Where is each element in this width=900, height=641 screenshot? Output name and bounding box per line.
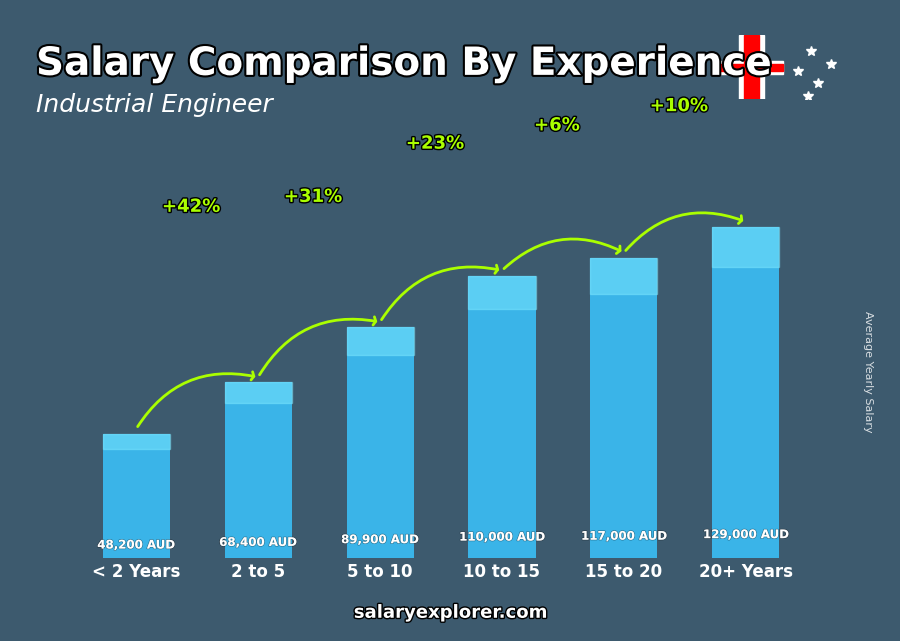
Text: Average Yearly Salary: Average Yearly Salary xyxy=(863,311,873,433)
Bar xyxy=(346,327,414,558)
Bar xyxy=(346,327,414,355)
Bar xyxy=(739,35,764,99)
Bar xyxy=(720,64,783,71)
Bar xyxy=(744,35,759,99)
Bar xyxy=(590,258,657,558)
Text: 110,000 AUD: 110,000 AUD xyxy=(459,531,544,544)
Bar xyxy=(103,434,170,449)
Text: Salary Comparison By Experience: Salary Comparison By Experience xyxy=(36,45,770,83)
Text: +42%: +42% xyxy=(162,198,220,216)
Text: 117,000 AUD: 117,000 AUD xyxy=(581,529,667,543)
Text: 89,900 AUD: 89,900 AUD xyxy=(341,533,419,546)
Bar xyxy=(225,382,292,558)
Bar xyxy=(712,227,779,558)
Text: +31%: +31% xyxy=(284,188,342,206)
Bar xyxy=(720,61,783,74)
Text: 129,000 AUD: 129,000 AUD xyxy=(703,528,788,541)
Bar xyxy=(103,434,170,558)
Text: 68,400 AUD: 68,400 AUD xyxy=(220,536,297,549)
Text: Industrial Engineer: Industrial Engineer xyxy=(36,93,273,117)
Text: 48,200 AUD: 48,200 AUD xyxy=(97,538,175,551)
Bar xyxy=(225,382,292,403)
Bar xyxy=(468,276,536,558)
Bar xyxy=(590,258,657,294)
Bar xyxy=(712,227,779,267)
Text: +10%: +10% xyxy=(650,97,707,115)
Text: salaryexplorer.com: salaryexplorer.com xyxy=(354,604,546,622)
Text: +23%: +23% xyxy=(406,135,464,153)
Text: +6%: +6% xyxy=(534,117,580,135)
Bar xyxy=(468,276,536,310)
